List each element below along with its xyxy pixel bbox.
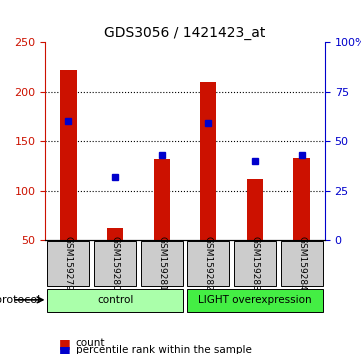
FancyBboxPatch shape	[141, 241, 183, 286]
FancyBboxPatch shape	[47, 241, 90, 286]
Text: GSM159283: GSM159283	[251, 236, 260, 291]
Text: GSM159281: GSM159281	[157, 236, 166, 291]
Text: ■: ■	[59, 337, 71, 350]
FancyBboxPatch shape	[280, 241, 323, 286]
FancyBboxPatch shape	[187, 289, 323, 312]
Bar	[107, 228, 123, 240]
Text: count: count	[76, 338, 105, 348]
Bar	[200, 82, 217, 240]
Bar	[293, 158, 310, 240]
FancyBboxPatch shape	[47, 289, 183, 312]
Text: control: control	[97, 295, 133, 305]
Text: GSM159280: GSM159280	[110, 236, 119, 291]
FancyBboxPatch shape	[234, 241, 276, 286]
Text: ■: ■	[59, 344, 71, 354]
Bar	[247, 179, 263, 240]
FancyBboxPatch shape	[94, 241, 136, 286]
Text: percentile rank within the sample: percentile rank within the sample	[76, 346, 252, 354]
Text: GSM159279: GSM159279	[64, 236, 73, 291]
Title: GDS3056 / 1421423_at: GDS3056 / 1421423_at	[104, 26, 266, 40]
Bar	[60, 70, 77, 240]
Text: GSM159284: GSM159284	[297, 236, 306, 291]
Text: GSM159282: GSM159282	[204, 236, 213, 291]
FancyBboxPatch shape	[187, 241, 229, 286]
Text: LIGHT overexpression: LIGHT overexpression	[198, 295, 312, 305]
Text: protocol: protocol	[0, 295, 47, 305]
Bar	[153, 159, 170, 240]
